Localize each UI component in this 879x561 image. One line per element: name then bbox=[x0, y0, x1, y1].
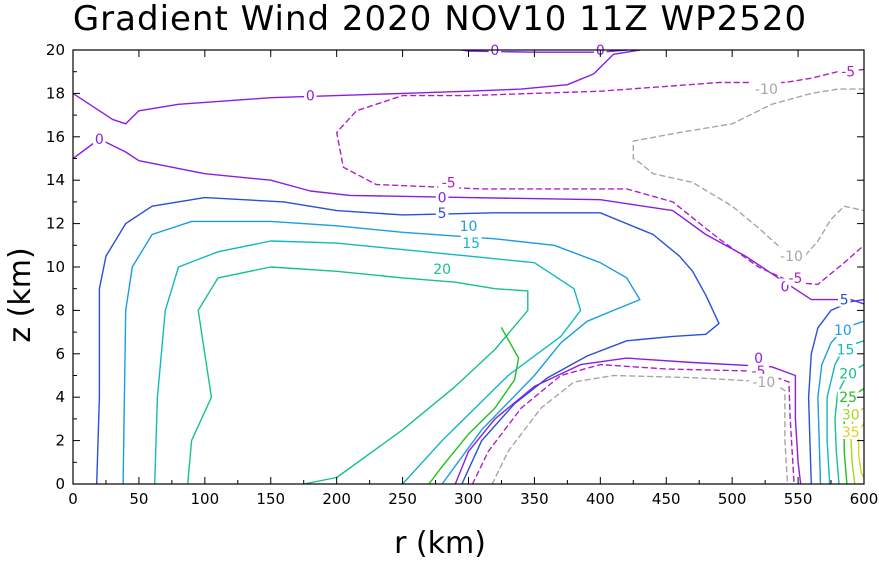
y-tick-label-12: 12 bbox=[46, 215, 65, 233]
contour-label-20: 20 bbox=[433, 262, 451, 278]
chart-title: Gradient Wind 2020 NOV10 11Z WP2520 bbox=[73, 0, 807, 39]
contour-label-bg-19 bbox=[835, 341, 857, 357]
contour-line-0-0 bbox=[73, 50, 641, 125]
contour-line-25-9 bbox=[428, 327, 520, 484]
contour-label-15: 5 bbox=[840, 293, 849, 309]
x-tick-label-250: 250 bbox=[388, 490, 417, 508]
contour-label-bg-24 bbox=[840, 423, 862, 439]
contour-label-bg-18 bbox=[460, 235, 482, 251]
contour-label-bg-3 bbox=[93, 130, 106, 146]
contour-line-10-6 bbox=[122, 220, 641, 484]
contour-label-bg-23 bbox=[840, 406, 862, 422]
contour-label-bg-20 bbox=[431, 261, 453, 277]
contour-line--10-4 bbox=[632, 88, 864, 257]
contour-label-bg-12 bbox=[776, 248, 807, 264]
contour-label-22: 25 bbox=[839, 390, 857, 406]
x-tick-label-450: 450 bbox=[652, 490, 681, 508]
y-tick-label-4: 4 bbox=[55, 388, 65, 406]
x-tick-label-0: 0 bbox=[68, 490, 78, 508]
y-axis-label: z (km) bbox=[3, 247, 38, 342]
y-tick-label-6: 6 bbox=[55, 345, 65, 363]
contour-label-bg-21 bbox=[837, 365, 859, 381]
contour-label-bg-17 bbox=[832, 321, 854, 337]
contour-labels: 0 000000-5-5-5-5-10-10-105510101515202025… bbox=[93, 42, 862, 441]
contour-label-bg-9 bbox=[784, 269, 806, 285]
y-tick-label-2: 2 bbox=[55, 432, 65, 450]
contour-line--10-12 bbox=[491, 374, 789, 484]
contour-label-13: -10 bbox=[752, 375, 775, 391]
contour-line-0-10 bbox=[454, 357, 802, 484]
y-axis-ticks: 0 2 4 6 8 10 12 14 16 18 20 bbox=[46, 41, 864, 493]
contour-label-9: -5 bbox=[788, 271, 802, 287]
contour-line-5-5 bbox=[96, 196, 720, 484]
contour-lines bbox=[73, 50, 864, 484]
contour-label-bg-15 bbox=[837, 291, 851, 307]
contour-label-17: 10 bbox=[834, 323, 852, 339]
x-tick-label-50: 50 bbox=[129, 490, 148, 508]
contour-label-bg-4 bbox=[435, 189, 449, 205]
contour-label-bg-2 bbox=[304, 87, 317, 103]
x-axis-label: r (km) bbox=[394, 526, 486, 561]
y-tick-label-16: 16 bbox=[46, 128, 65, 146]
contour-label-21: 20 bbox=[839, 366, 857, 382]
y-tick-label-18: 18 bbox=[46, 84, 65, 102]
x-tick-label-550: 550 bbox=[784, 490, 813, 508]
contour-label-bg-6 bbox=[752, 350, 765, 366]
x-tick-label-350: 350 bbox=[520, 490, 549, 508]
contour-label-2: 0 bbox=[306, 89, 315, 105]
contour-label-14: 5 bbox=[438, 206, 447, 222]
x-tick-label-100: 100 bbox=[191, 490, 220, 508]
contour-label-bg-8 bbox=[438, 174, 460, 190]
x-tick-label-400: 400 bbox=[586, 490, 615, 508]
y-tick-label-20: 20 bbox=[46, 41, 65, 59]
contour-label-bg-22 bbox=[837, 389, 859, 405]
contour-label-19: 15 bbox=[837, 342, 855, 358]
plot-frame bbox=[72, 49, 865, 485]
contour-label-0: 0 bbox=[490, 43, 499, 59]
y-tick-label-8: 8 bbox=[55, 301, 65, 319]
y-tick-label-10: 10 bbox=[46, 258, 65, 276]
contour-label-4: 0 bbox=[438, 191, 447, 207]
contour-label-bg-13 bbox=[749, 374, 779, 390]
contour-line-15-7 bbox=[154, 240, 582, 484]
x-tick-label-150: 150 bbox=[256, 490, 285, 508]
y-tick-label-14: 14 bbox=[46, 171, 65, 189]
contour-label-3: 0 bbox=[95, 132, 104, 148]
x-tick-label-200: 200 bbox=[322, 490, 351, 508]
contour-label-5: 0 bbox=[780, 280, 789, 296]
contour-label-11: -10 bbox=[755, 82, 778, 98]
contour-label-bg-14 bbox=[435, 204, 449, 220]
contour-label-bg-16 bbox=[458, 217, 479, 233]
contour-label-23: 30 bbox=[842, 408, 860, 424]
contour-label-16: 10 bbox=[460, 219, 478, 235]
contour-label-6: 0 bbox=[754, 351, 763, 367]
contour-label-8: -5 bbox=[442, 175, 456, 191]
contour-line-20-8 bbox=[187, 266, 529, 484]
x-axis-ticks: 0 50 100 150 200 250 300 350 400 450 500 550 600 bbox=[68, 50, 878, 508]
contour-label-18: 15 bbox=[462, 236, 480, 252]
contour-label-bg-11 bbox=[751, 81, 782, 97]
x-tick-label-300: 300 bbox=[454, 490, 483, 508]
x-tick-label-600: 600 bbox=[850, 490, 879, 508]
y-tick-label-0: 0 bbox=[55, 475, 65, 493]
x-tick-label-500: 500 bbox=[718, 490, 747, 508]
contour-label-24: 35 bbox=[842, 425, 860, 441]
contour-line--5-11 bbox=[471, 363, 795, 484]
contour-label-7: -5 bbox=[841, 65, 855, 81]
contour-label-bg-7 bbox=[837, 63, 859, 79]
contour-label-12: -10 bbox=[780, 249, 803, 265]
